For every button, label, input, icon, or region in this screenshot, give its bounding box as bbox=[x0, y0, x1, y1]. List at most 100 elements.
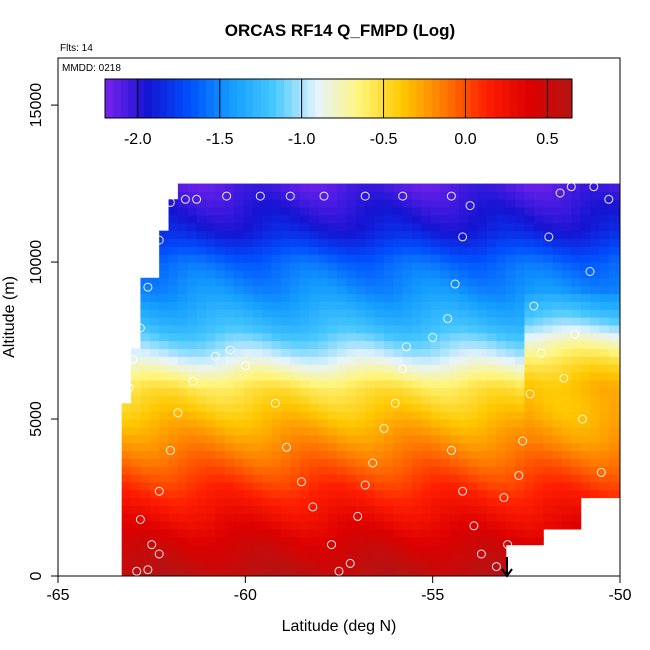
heatmap-cell bbox=[224, 262, 235, 271]
heatmap-cell bbox=[468, 214, 479, 224]
heatmap-cell bbox=[243, 348, 254, 357]
heatmap-cell bbox=[412, 536, 423, 546]
heatmap-cell bbox=[243, 411, 254, 420]
heatmap-cell bbox=[224, 442, 235, 452]
track-point bbox=[240, 361, 250, 371]
heatmap-cell bbox=[299, 521, 310, 530]
heatmap-cell bbox=[290, 568, 301, 576]
heatmap-cell bbox=[168, 505, 179, 514]
heatmap-cell bbox=[280, 568, 291, 576]
heatmap-cell bbox=[533, 285, 544, 295]
heatmap-cell bbox=[252, 403, 263, 412]
heatmap-cell bbox=[346, 481, 357, 491]
heatmap-cell bbox=[430, 269, 441, 279]
heatmap-cell bbox=[205, 222, 216, 232]
heatmap-cell bbox=[346, 505, 357, 514]
heatmap-cell bbox=[402, 442, 413, 452]
heatmap-cell bbox=[552, 199, 563, 208]
heatmap-cell bbox=[205, 246, 216, 255]
heatmap-cell bbox=[449, 348, 460, 357]
heatmap-cell bbox=[412, 285, 423, 295]
heatmap-cell bbox=[346, 560, 357, 569]
heatmap-cell bbox=[383, 450, 394, 459]
heatmap-cell bbox=[159, 505, 170, 514]
heatmap-cell bbox=[393, 301, 404, 310]
heatmap-cell bbox=[131, 395, 142, 404]
colorbar-segment bbox=[322, 79, 332, 118]
heatmap-cell bbox=[524, 293, 535, 302]
heatmap-cell bbox=[355, 214, 366, 224]
heatmap-cell bbox=[412, 450, 423, 459]
heatmap-cell bbox=[486, 379, 497, 389]
heatmap-cell bbox=[252, 434, 263, 444]
heatmap-cell bbox=[590, 301, 600, 310]
heatmap-cell bbox=[599, 254, 610, 263]
heatmap-cell bbox=[430, 403, 441, 412]
heatmap-cell bbox=[374, 434, 385, 444]
heatmap-cell bbox=[486, 317, 497, 326]
heatmap-cell bbox=[618, 254, 620, 263]
heatmap-cell bbox=[159, 481, 170, 491]
heatmap-cell bbox=[486, 521, 497, 530]
heatmap-cell bbox=[215, 293, 226, 302]
heatmap-cell bbox=[149, 340, 160, 349]
heatmap-cell bbox=[168, 458, 179, 467]
heatmap-cell bbox=[224, 238, 235, 247]
heatmap-cell bbox=[571, 481, 582, 491]
heatmap-cell bbox=[561, 513, 572, 522]
colorbar-segment bbox=[447, 79, 456, 118]
heatmap-cell bbox=[131, 419, 142, 428]
heatmap-cell bbox=[533, 497, 544, 506]
heatmap-cell bbox=[440, 332, 451, 342]
heatmap-cell bbox=[383, 560, 394, 569]
heatmap-cell bbox=[449, 285, 460, 295]
heatmap-cell bbox=[224, 309, 235, 318]
track-point bbox=[255, 191, 265, 201]
heatmap-cell bbox=[262, 285, 273, 295]
heatmap-cell bbox=[187, 434, 198, 444]
heatmap-cell bbox=[477, 458, 488, 467]
heatmap-cell bbox=[599, 450, 610, 459]
heatmap-cell bbox=[252, 285, 263, 295]
heatmap-cell bbox=[599, 340, 610, 349]
heatmap-cell bbox=[608, 277, 619, 287]
heatmap-cell bbox=[299, 277, 310, 287]
heatmap-cell bbox=[393, 199, 404, 208]
heatmap-cell bbox=[243, 371, 254, 381]
heatmap-cell bbox=[524, 521, 535, 530]
heatmap-cell bbox=[187, 411, 198, 420]
heatmap-cell bbox=[561, 450, 572, 459]
heatmap-cell bbox=[121, 489, 132, 499]
heatmap-cell bbox=[121, 536, 132, 546]
heatmap-cell bbox=[271, 364, 282, 373]
heatmap-cell bbox=[224, 191, 235, 200]
heatmap-cell bbox=[299, 293, 310, 302]
heatmap-cell bbox=[533, 505, 544, 514]
track-point bbox=[154, 549, 164, 559]
heatmap-cell bbox=[299, 183, 310, 193]
heatmap-cell bbox=[421, 536, 432, 546]
heatmap-cell bbox=[458, 560, 469, 569]
heatmap-cell bbox=[590, 387, 600, 397]
heatmap-cell bbox=[187, 301, 198, 310]
heatmap-cell bbox=[533, 246, 544, 255]
heatmap-cell bbox=[309, 568, 319, 576]
heatmap-cell bbox=[205, 230, 216, 240]
heatmap-cell bbox=[121, 426, 132, 436]
heatmap-cell bbox=[280, 481, 291, 491]
heatmap-cell bbox=[365, 481, 376, 491]
heatmap-cell bbox=[205, 442, 216, 452]
heatmap-cell bbox=[449, 293, 460, 302]
heatmap-cell bbox=[561, 199, 572, 208]
heatmap-cell bbox=[337, 426, 348, 436]
heatmap-cell bbox=[374, 317, 385, 326]
heatmap-cell bbox=[140, 395, 151, 404]
heatmap-cell bbox=[543, 473, 554, 483]
heatmap-cell bbox=[140, 497, 151, 506]
heatmap-cell bbox=[515, 395, 526, 404]
heatmap-cell bbox=[355, 387, 366, 397]
heatmap-cell bbox=[458, 199, 469, 208]
heatmap-cell bbox=[149, 426, 160, 436]
heatmap-cell bbox=[234, 513, 245, 522]
heatmap-cell bbox=[215, 426, 226, 436]
